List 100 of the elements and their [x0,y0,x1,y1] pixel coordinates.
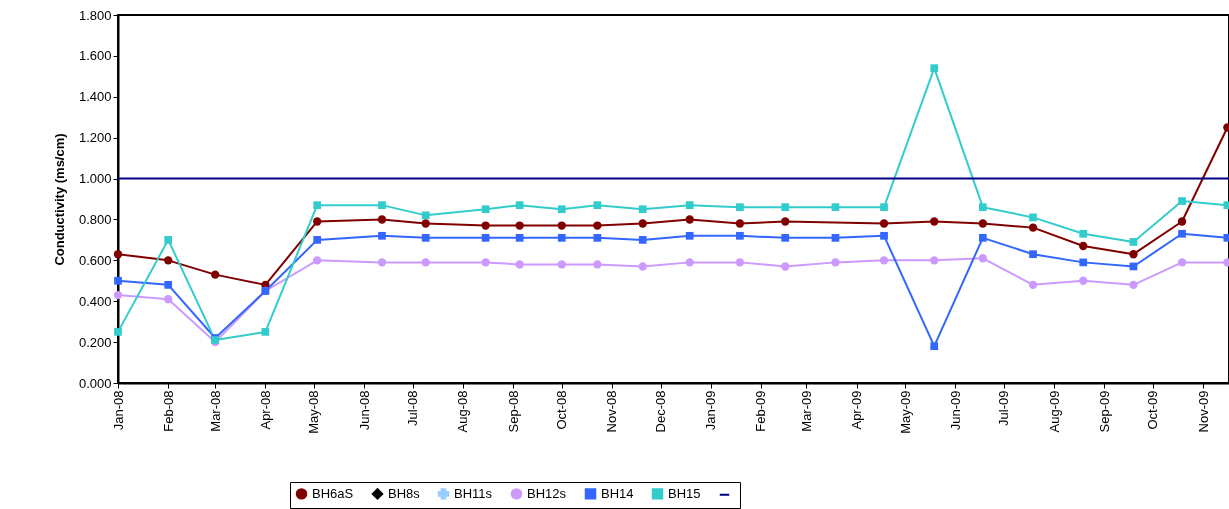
y-tick-label: 0.400 [78,293,112,309]
x-tick-label: Feb-09 [753,390,769,432]
x-tick-label: Apr-09 [849,390,865,430]
point [978,219,988,228]
point [557,260,566,269]
y-tick-label: 1.000 [78,171,112,187]
point [593,201,602,209]
point [421,233,430,242]
x-tick-label: Aug-09 [1046,390,1062,433]
x-tick-label: Jun-09 [947,390,963,431]
point [313,256,322,265]
point [261,328,270,336]
point [1177,217,1187,226]
point [481,205,490,214]
point [1079,258,1088,267]
point [313,201,322,209]
x-tick-label: Jan-08 [110,390,126,431]
point [1177,258,1187,267]
point [685,201,694,209]
point [377,258,387,267]
point [638,219,647,228]
x-tick-label: Jul-08 [405,390,421,426]
point [313,236,322,244]
point [880,231,888,240]
point [557,233,566,242]
legend-label: BH14 [601,485,634,501]
point [515,221,524,230]
x-tick-label: Jul-09 [996,390,1012,426]
x-tick-label: Oct-09 [1145,390,1161,430]
y-tick-label: 1.600 [78,48,112,64]
point [164,256,173,265]
x-tick-label: Sep-09 [1096,390,1112,433]
point [1028,280,1038,290]
point [377,215,387,224]
point [781,262,790,271]
point [481,258,490,267]
point [515,260,524,269]
point [164,281,173,289]
point [930,256,939,265]
point [481,233,490,242]
point [421,258,430,267]
point [736,231,744,240]
point [1079,229,1088,238]
point [557,221,566,230]
point [735,258,745,267]
y-axis-title: Conductivity (ms/cm) [51,133,67,266]
y-tick-label: 1.400 [78,89,112,105]
legend-label: BH11s [454,485,493,501]
point [210,270,220,279]
point [481,221,490,230]
point [593,233,602,242]
point [557,205,566,214]
point [313,217,322,226]
point [638,262,647,271]
point [1028,223,1038,232]
y-tick-label: 0.600 [78,252,112,268]
y-tick-label: 1.200 [78,130,112,146]
point [736,203,744,212]
point [930,217,939,226]
point [685,215,694,224]
x-tick-label: Dec-08 [653,390,669,433]
point [114,276,122,285]
x-tick-label: Nov-08 [604,390,620,433]
point [638,205,647,214]
point [879,219,889,228]
point [930,64,939,73]
y-tick-label: 0.200 [78,334,112,350]
point [113,250,123,259]
x-tick-label: Jan-09 [703,390,719,431]
point [879,256,889,265]
x-tick-label: May-09 [897,390,913,434]
point [831,233,840,242]
point [685,231,694,240]
x-tick-label: Mar-08 [207,390,223,432]
point [1129,238,1138,246]
point [880,203,888,212]
x-tick-label: Nov-09 [1195,390,1211,433]
point [781,233,790,242]
legend-label: BH6aS [312,485,354,501]
point [735,219,745,228]
point [930,342,939,351]
point [164,295,173,304]
point [1029,213,1037,222]
legend-label: BH12s [527,485,567,501]
point [781,203,790,212]
x-tick-label: Apr-08 [257,390,273,430]
point [978,203,987,212]
x-tick-label: Mar-09 [798,390,814,432]
point [378,231,386,240]
point [164,236,173,244]
point [978,233,987,242]
x-tick-label: May-08 [306,390,322,434]
point [1129,250,1138,259]
point [515,233,524,242]
y-tick-label: 0.000 [78,375,112,391]
point [593,260,602,269]
y-tick-label: 0.800 [78,211,112,227]
legend-label: BH15 [668,485,701,501]
point [1029,250,1037,259]
legend-label: BH8s [388,485,421,501]
